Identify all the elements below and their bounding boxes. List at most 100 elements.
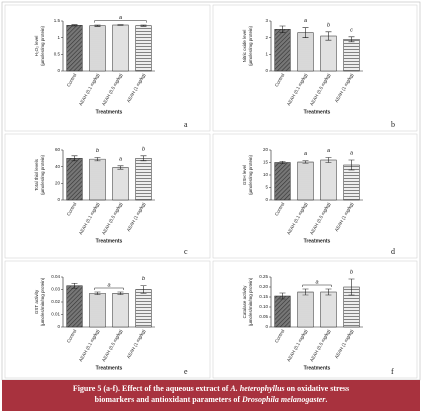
x-tick-label: AEAH (1 mg/kg) (126, 328, 147, 359)
error-bar (279, 160, 286, 165)
y-tick-label: 15 (263, 160, 269, 165)
y-tick-label: 0.5 (54, 52, 61, 57)
error-bar (302, 27, 309, 38)
x-tick-label: Control (66, 202, 78, 217)
x-tick-label: AEAH (0.1 mg/kg) (78, 328, 101, 362)
caption-part: . (325, 395, 327, 404)
bar (112, 293, 129, 328)
y-tick-label: 5 (265, 185, 268, 190)
x-tick-label: AEAH (1 mg/kg) (334, 72, 355, 103)
y-tick-label: 0 (57, 197, 60, 202)
x-tick-label: AEAH (1 mg/kg) (334, 201, 355, 232)
x-tick-label: AEAH (0.5 mg/kg) (101, 328, 124, 362)
y-tick-label: 0.25 (259, 274, 268, 279)
y-tick-label: 1 (265, 52, 268, 57)
significance-letter: c (350, 27, 353, 33)
x-axis-label: Treatments (96, 109, 123, 115)
error-bar (140, 24, 147, 27)
bar (320, 35, 337, 72)
y-tick-label: 1 (57, 35, 60, 40)
x-tick-label: AEAH (1 mg/kg) (126, 72, 147, 103)
y-axis-label: GST activity (34, 289, 39, 314)
panel-border (212, 133, 418, 259)
significance-letter: b (142, 276, 145, 282)
y-tick-label: 40 (55, 164, 61, 169)
error-bar (71, 155, 78, 162)
significance-letter: b (327, 22, 330, 28)
error-bar (348, 36, 355, 43)
bar (89, 158, 106, 201)
significance-letter: b (96, 148, 99, 154)
bar (320, 159, 337, 201)
significance-letter: a (107, 282, 110, 288)
error-bar (140, 155, 147, 162)
y-tick-label: 0 (57, 324, 60, 329)
panel-letter: b (391, 120, 395, 129)
error-bar (325, 31, 332, 41)
bar (135, 289, 152, 328)
significance-letter: b (350, 269, 353, 275)
x-tick-label: AEAH (0.5 mg/kg) (101, 72, 124, 106)
error-bar (71, 282, 78, 289)
bar (274, 29, 291, 72)
y-tick-label: 0 (265, 68, 268, 73)
y-axis-label: (µmoles/min/mg protein) (248, 277, 253, 326)
bar (135, 158, 152, 201)
bar (274, 162, 291, 201)
error-bar (302, 160, 309, 164)
y-axis-label: GSH level (242, 165, 247, 185)
x-tick-label: Control (274, 202, 286, 217)
significance-bracket (94, 20, 147, 23)
panel-border (4, 133, 211, 259)
caption-part: biomarkers and antioxidant parameters of (95, 395, 242, 404)
y-tick-label: 0.15 (259, 294, 268, 299)
bar (112, 167, 129, 201)
significance-letter: a (315, 279, 318, 285)
y-tick-label: 0 (265, 324, 268, 329)
panel-letter: a (184, 120, 188, 129)
error-bar (325, 157, 332, 163)
x-tick-label: AEAH (0.5 mg/kg) (309, 201, 332, 235)
y-tick-label: 3 (265, 18, 268, 23)
y-tick-label: 0.05 (259, 314, 268, 319)
y-tick-label: 0 (57, 68, 60, 73)
x-axis-label: Treatments (304, 238, 331, 244)
error-bar (117, 291, 124, 295)
bar (320, 291, 337, 328)
y-tick-label: 0.04 (51, 274, 60, 279)
y-tick-label: 0.02 (51, 299, 60, 304)
y-tick-label: 0.20 (259, 284, 268, 289)
error-bar (117, 165, 124, 170)
y-tick-label: 1.5 (54, 18, 61, 23)
caption-line2: biomarkers and antioxidant parameters of… (95, 395, 328, 404)
bar (297, 291, 314, 328)
caption-part: on oxidative stress (285, 384, 350, 393)
panel-letter: d (391, 247, 395, 256)
y-tick-label: 20 (263, 147, 269, 152)
x-tick-label: AEAH (0.1 mg/kg) (286, 72, 309, 106)
error-bar (279, 292, 286, 300)
caption-part: A. heterophyllus (229, 384, 284, 393)
x-axis-label: Treatments (96, 238, 123, 244)
bar (66, 285, 83, 328)
y-tick-label: 60 (55, 147, 61, 152)
y-tick-label: 10 (263, 172, 269, 177)
y-axis-label: (µmoles/mg protein) (40, 154, 45, 195)
y-axis-label: (µmoles/mg protein) (248, 154, 253, 195)
error-bar (325, 288, 332, 296)
significance-letter: a (119, 156, 122, 162)
error-bar (140, 285, 147, 294)
x-tick-label: AEAH (0.1 mg/kg) (286, 328, 309, 362)
significance-letter: a (304, 151, 307, 157)
error-bar (94, 24, 101, 27)
bar (274, 295, 291, 328)
panel-letter: f (391, 367, 394, 376)
y-tick-label: 0 (265, 197, 268, 202)
significance-bracket (94, 287, 124, 290)
bar (66, 25, 83, 72)
panel-border (212, 4, 418, 132)
x-tick-label: AEAH (0.5 mg/kg) (101, 201, 124, 235)
error-bar (348, 159, 355, 171)
x-tick-label: AEAH (0.5 mg/kg) (309, 328, 332, 362)
